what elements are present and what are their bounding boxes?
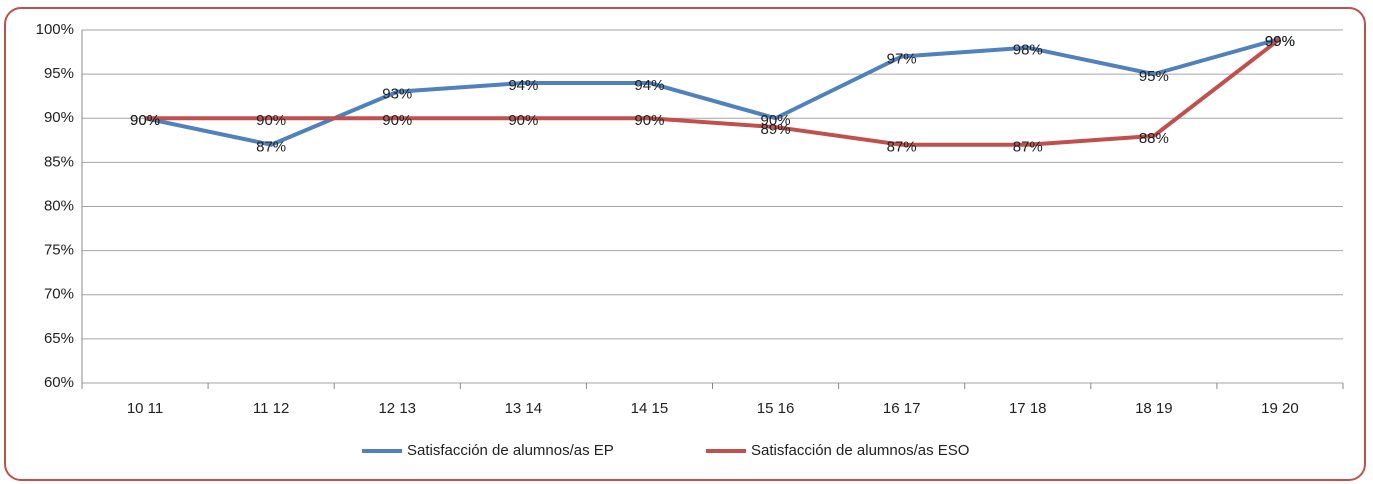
chart-frame <box>4 7 1366 481</box>
y-tick-label: 65% <box>44 330 74 347</box>
data-label: 90% <box>761 112 791 129</box>
data-label: 90% <box>634 112 664 129</box>
data-label: 87% <box>256 139 286 156</box>
legend-label: Satisfacción de alumnos/as ESO <box>751 442 969 459</box>
data-label: 90% <box>382 112 412 129</box>
y-tick-label: 100% <box>36 21 74 38</box>
x-tick-label: 10 11 <box>127 400 163 417</box>
y-tick-label: 95% <box>44 65 74 82</box>
y-tick-label: 60% <box>44 374 74 391</box>
series-line <box>145 37 1282 147</box>
y-tick-label: 85% <box>44 153 74 170</box>
x-tick-label: 13 14 <box>505 400 543 417</box>
x-tick-label: 14 15 <box>631 400 669 417</box>
x-tick-label: 17 18 <box>1009 400 1047 417</box>
data-label: 88% <box>1139 130 1169 147</box>
data-label: 98% <box>1013 42 1043 59</box>
data-label: 90% <box>130 112 160 129</box>
data-label: 90% <box>130 112 160 129</box>
data-label: 90% <box>256 112 286 129</box>
y-tick-label: 75% <box>44 242 74 259</box>
x-tick-label: 12 13 <box>378 400 416 417</box>
data-label: 94% <box>508 77 538 94</box>
data-label: 90% <box>508 112 538 129</box>
x-tick-label: 19 20 <box>1261 400 1299 417</box>
y-tick-label: 80% <box>44 197 74 214</box>
data-label: 99% <box>1265 33 1295 50</box>
data-label: 93% <box>382 86 412 103</box>
data-label: 95% <box>1139 68 1169 85</box>
y-tick-label: 70% <box>44 286 74 303</box>
data-label: 89% <box>761 121 791 138</box>
data-label: 87% <box>1013 139 1043 156</box>
x-tick-label: 16 17 <box>883 400 921 417</box>
data-label: 99% <box>1265 33 1295 50</box>
x-tick-label: 15 16 <box>757 400 795 417</box>
data-label: 94% <box>634 77 664 94</box>
data-label: 97% <box>887 50 917 67</box>
x-tick-label: 11 12 <box>253 400 289 417</box>
legend-label: Satisfacción de alumnos/as EP <box>407 442 614 459</box>
x-tick-label: 18 19 <box>1135 400 1173 417</box>
data-label: 87% <box>887 139 917 156</box>
y-tick-label: 90% <box>44 109 74 126</box>
